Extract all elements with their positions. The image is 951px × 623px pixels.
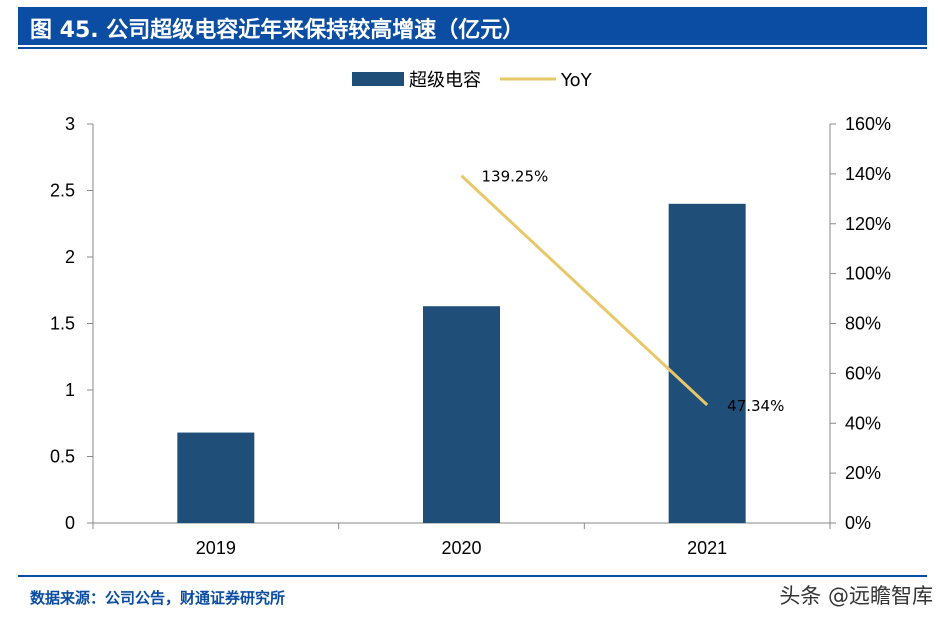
left-tick-label: 0.5 xyxy=(50,447,75,467)
right-tick-label: 20% xyxy=(845,463,881,483)
right-tick-label: 140% xyxy=(845,164,891,184)
left-tick-label: 3 xyxy=(65,114,75,134)
bar-2021 xyxy=(668,203,746,524)
legend-bar-swatch xyxy=(352,72,404,86)
yoy-label-2021: 47.34% xyxy=(727,397,784,415)
yoy-label-2020: 139.25% xyxy=(482,168,549,186)
yoy-line xyxy=(460,174,709,407)
left-tick-label: 1.5 xyxy=(50,314,75,334)
bar-2020 xyxy=(423,306,500,523)
left-tick-label: 1 xyxy=(65,380,75,400)
left-tick-label: 2 xyxy=(65,247,75,267)
bar-2019 xyxy=(177,432,255,523)
source-note: 数据来源：公司公告，财通证券研究所 xyxy=(30,589,286,607)
x-tick-label: 2020 xyxy=(441,538,481,558)
right-tick-label: 160% xyxy=(845,114,891,134)
legend-bar-label: 超级电容 xyxy=(409,70,481,91)
yoy-series xyxy=(460,174,709,407)
legend: 超级电容 YoY xyxy=(352,70,593,91)
title-bar: 图 45. 公司超级电容近年来保持较高增速（亿元） xyxy=(18,7,927,45)
figure-title: 图 45. 公司超级电容近年来保持较高增速（亿元） xyxy=(30,18,525,43)
watermark: 头条 @远瞻智库 xyxy=(779,584,933,608)
right-tick-label: 0% xyxy=(845,513,871,533)
left-tick-label: 2.5 xyxy=(50,181,75,201)
x-tick-label: 2019 xyxy=(196,538,236,558)
right-tick-label: 100% xyxy=(845,264,891,284)
right-tick-label: 60% xyxy=(845,363,881,383)
right-tick-label: 120% xyxy=(845,214,891,234)
left-tick-label: 0 xyxy=(65,513,75,533)
data-labels: 139.25% 47.34% xyxy=(482,168,785,415)
legend-line-label: YoY xyxy=(560,70,593,91)
right-tick-label: 40% xyxy=(845,413,881,433)
source-divider xyxy=(18,575,927,577)
bars xyxy=(177,203,746,524)
title-divider xyxy=(18,47,927,49)
right-tick-label: 80% xyxy=(845,314,881,334)
x-tick-label: 2021 xyxy=(687,538,727,558)
